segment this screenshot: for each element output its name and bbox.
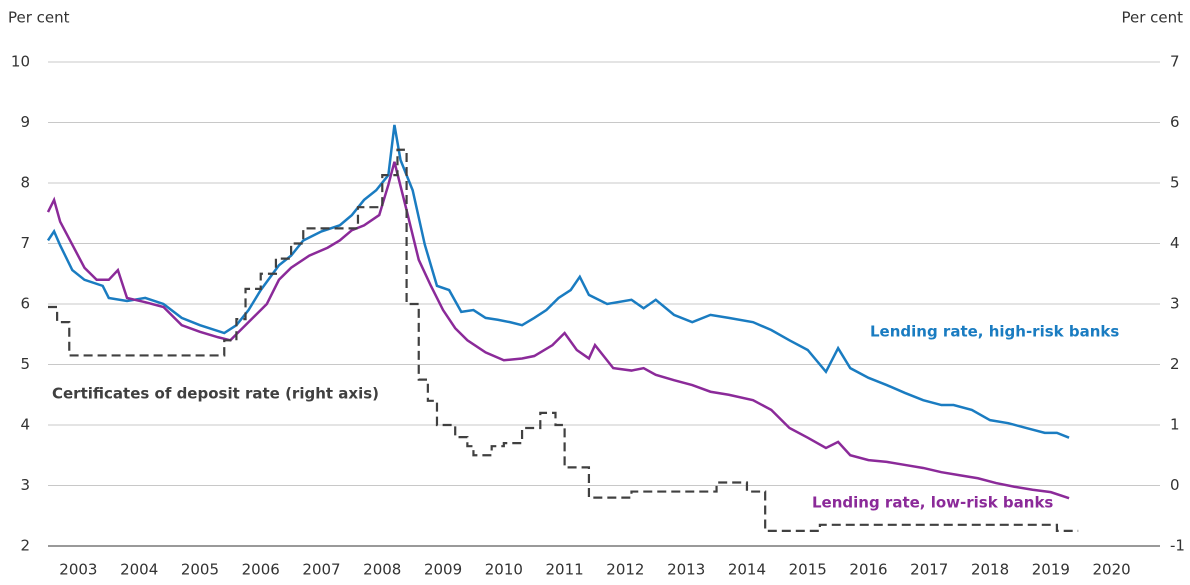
x-tick-label: 2016	[849, 561, 887, 579]
y2-tick-label: 1	[1170, 416, 1180, 434]
y-tick-label: 5	[20, 355, 30, 373]
x-tick-label: 2004	[120, 561, 158, 579]
x-tick-label: 2014	[728, 561, 766, 579]
y-tick-label: 8	[20, 174, 30, 192]
x-tick-label: 2017	[910, 561, 948, 579]
x-tick-label: 2007	[302, 561, 340, 579]
y-tick-label: 4	[20, 416, 30, 434]
series-line	[46, 161, 1070, 500]
y2-tick-label: 3	[1170, 295, 1180, 313]
x-tick-label: 2015	[789, 561, 827, 579]
series-label: Certificates of deposit rate (right axis…	[52, 385, 379, 403]
y-tick-label: 9	[20, 113, 30, 131]
y2-axis-label: Per cent	[1121, 9, 1183, 27]
x-tick-label: 2010	[485, 561, 523, 579]
y-tick-label: 6	[20, 295, 30, 313]
x-tick-label: 2018	[971, 561, 1009, 579]
y-tick-label: 7	[20, 234, 30, 252]
y2-tick-label: 6	[1170, 113, 1180, 131]
y-tick-label: 2	[20, 537, 30, 555]
y2-tick-label: 7	[1170, 53, 1180, 71]
x-tick-label: 2012	[606, 561, 644, 579]
x-tick-label: 2006	[242, 561, 280, 579]
x-tick-label: 2011	[546, 561, 584, 579]
series-label: Lending rate, high-risk banks	[870, 323, 1119, 341]
x-tick-label: 2003	[59, 561, 97, 579]
y2-tick-label: 4	[1170, 234, 1180, 252]
y-tick-label: 3	[20, 476, 30, 494]
y2-tick-label: -1	[1170, 537, 1185, 555]
x-tick-label: 2020	[1093, 561, 1131, 579]
series-line	[48, 148, 1079, 532]
y-axis-label: Per cent	[8, 9, 70, 27]
y2-tick-label: 5	[1170, 174, 1180, 192]
series-label: Lending rate, low-risk banks	[812, 494, 1053, 512]
x-tick-label: 2009	[424, 561, 462, 579]
x-tick-label: 2013	[667, 561, 705, 579]
y-tick-label: 10	[11, 53, 30, 71]
x-tick-label: 2019	[1032, 561, 1070, 579]
y2-tick-label: 0	[1170, 476, 1180, 494]
x-tick-label: 2005	[181, 561, 219, 579]
series-line	[46, 124, 1070, 439]
y2-tick-label: 2	[1170, 355, 1180, 373]
x-tick-label: 2008	[363, 561, 401, 579]
